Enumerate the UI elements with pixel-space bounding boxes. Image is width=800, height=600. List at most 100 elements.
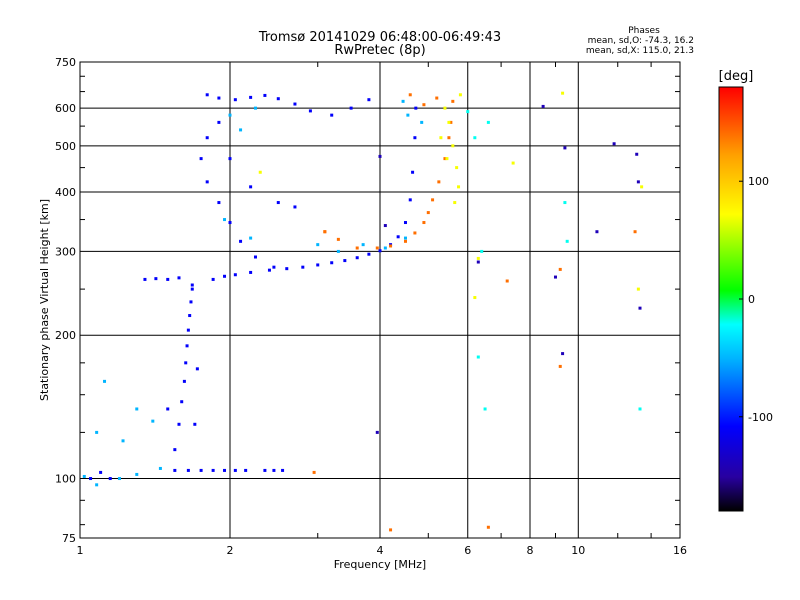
data-point [408, 198, 412, 202]
data-point [223, 218, 227, 222]
data-point [636, 180, 640, 184]
data-point [211, 277, 215, 281]
data-point [413, 231, 417, 235]
y-axis-label: Stationary phase Virtual Height [km] [38, 199, 51, 401]
data-point [638, 306, 642, 310]
data-point [233, 273, 237, 277]
chart-title-line1: Tromsø 20141029 06:48:00-06:49:43 [258, 30, 501, 45]
data-point [480, 249, 484, 253]
y-tick-label: 750 [55, 56, 76, 69]
data-point [143, 277, 147, 281]
data-point [403, 221, 407, 225]
data-point [445, 157, 449, 161]
y-tick-label: 600 [55, 102, 76, 115]
data-point [205, 136, 209, 140]
data-point [457, 185, 461, 189]
stats-line-x: mean, sd,X: 115.0, 21.3 [586, 46, 694, 56]
data-point [272, 468, 276, 472]
y-tick-label: 300 [55, 245, 76, 258]
data-point [186, 328, 190, 332]
data-point [473, 296, 477, 300]
data-point [476, 256, 480, 260]
data-point [188, 314, 192, 318]
data-point [154, 277, 158, 281]
colorbar-tick-label: -100 [748, 411, 773, 424]
data-point [449, 120, 453, 124]
data-point [451, 99, 455, 103]
x-tick-label: 4 [377, 544, 384, 557]
data-point [103, 379, 107, 383]
data-point [447, 136, 451, 140]
data-point [343, 259, 347, 263]
data-point [177, 422, 181, 426]
x-axis-ticks: 1 2 4 6 8 10 16 [77, 62, 687, 557]
data-point [396, 235, 400, 239]
data-point [190, 283, 194, 287]
y-axis-ticks: 75 100 200 300 400 500 600 750 [55, 56, 680, 545]
data-point [199, 157, 203, 161]
data-point [389, 528, 393, 532]
x-tick-label: 10 [571, 544, 585, 557]
data-point [199, 468, 203, 472]
data-point [443, 157, 447, 161]
data-point [330, 113, 334, 117]
data-point [166, 407, 170, 411]
data-point [458, 93, 462, 97]
data-point [233, 98, 237, 102]
data-point [336, 237, 340, 241]
data-point [217, 120, 221, 124]
data-point [323, 230, 327, 234]
data-point [595, 230, 599, 234]
data-point [301, 265, 305, 269]
data-point [308, 109, 312, 113]
data-point [173, 448, 177, 452]
data-point [389, 244, 393, 248]
data-point [349, 106, 353, 110]
data-point [108, 477, 112, 481]
data-point [453, 201, 457, 205]
data-point [565, 239, 569, 243]
data-point [355, 246, 359, 250]
data-point [316, 263, 320, 267]
x-axis-label: Frequency [MHz] [334, 558, 426, 571]
grid-lines [80, 62, 680, 538]
x-tick-label: 6 [464, 544, 471, 557]
data-point [486, 525, 490, 529]
data-point [451, 144, 455, 148]
data-point [253, 106, 257, 110]
data-point [117, 477, 121, 481]
y-tick-label: 200 [55, 329, 76, 342]
data-point [439, 136, 443, 140]
data-point [336, 249, 340, 253]
data-point [223, 468, 227, 472]
data-point [276, 97, 280, 101]
data-point [239, 128, 243, 132]
data-point [435, 96, 439, 100]
colorbar-tick-label: 100 [748, 175, 769, 188]
x-tick-label: 1 [77, 544, 84, 557]
data-point [638, 407, 642, 411]
data-point [217, 96, 221, 100]
data-point [211, 468, 215, 472]
data-point [267, 268, 271, 272]
data-point [636, 287, 640, 291]
data-point [476, 260, 480, 264]
data-point [285, 267, 289, 271]
data-point [561, 352, 565, 356]
data-point [193, 422, 197, 426]
data-point [217, 201, 221, 205]
data-point [189, 300, 193, 304]
data-point [89, 477, 93, 481]
data-point [293, 205, 297, 209]
data-point [483, 407, 487, 411]
data-point [316, 243, 320, 247]
data-point [437, 180, 441, 184]
data-point [563, 201, 567, 205]
data-point [173, 468, 177, 472]
y-tick-label: 75 [62, 532, 76, 545]
x-tick-label: 8 [527, 544, 534, 557]
data-point [367, 98, 371, 102]
data-point [378, 249, 382, 253]
data-point [455, 166, 459, 170]
data-point [330, 261, 334, 265]
